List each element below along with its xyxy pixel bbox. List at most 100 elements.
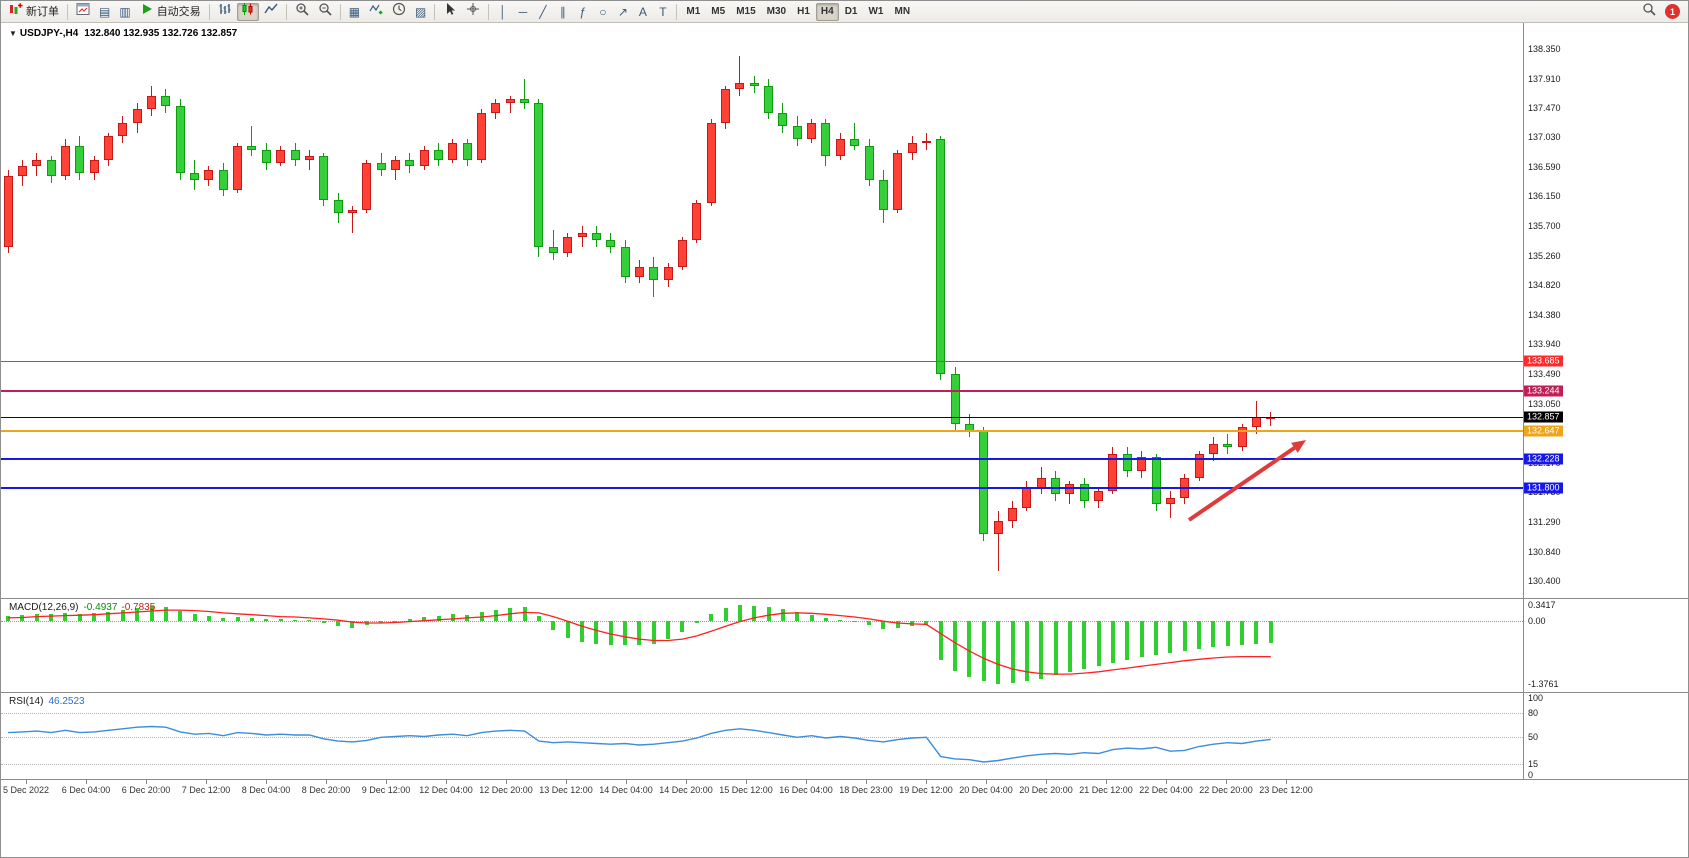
horizontal-level-line[interactable] — [1, 389, 1523, 392]
text-label-button[interactable]: T — [653, 3, 672, 21]
macd-axis-label: 0.00 — [1528, 615, 1546, 626]
new-order-button[interactable]: 新订单 — [5, 3, 63, 21]
trendline-button[interactable]: ╱ — [533, 3, 552, 21]
price-tick-label: 130.400 — [1528, 576, 1561, 587]
horizontal-level-line[interactable] — [1, 486, 1523, 489]
horizontal-level-line[interactable] — [1, 429, 1523, 432]
time-tick — [326, 780, 327, 784]
indicators-button[interactable] — [365, 3, 387, 21]
zoom-out-button[interactable] — [314, 3, 336, 21]
timeframe-H4-button[interactable]: H4 — [815, 2, 839, 21]
candle — [204, 166, 214, 187]
macd-name: MACD(12,26,9) — [9, 602, 79, 613]
candle-body — [764, 85, 774, 113]
timeframe-MN-button[interactable]: MN — [894, 5, 911, 17]
timeframe-M30-button[interactable]: M30 — [766, 5, 787, 17]
candle — [577, 226, 587, 247]
rsi-axis-label: 100 — [1528, 692, 1544, 703]
time-axis-border[interactable] — [1, 779, 1688, 780]
candle — [32, 152, 42, 177]
timeframe-M15-button[interactable]: M15 — [736, 5, 756, 17]
candle-body — [950, 373, 960, 424]
timeframe-M5-button[interactable]: M5 — [711, 5, 726, 17]
fibonacci-button[interactable]: ƒ — [573, 3, 592, 21]
candle-body — [147, 95, 156, 110]
candles-button[interactable] — [236, 2, 259, 21]
search-button[interactable] — [1638, 3, 1660, 21]
shapes-button[interactable]: ○ — [593, 3, 612, 21]
bars-button[interactable] — [214, 3, 236, 21]
timeframe-M1-button[interactable]: M1 — [686, 5, 701, 17]
timeframe-D1-button[interactable]: D1 — [844, 5, 858, 17]
candle — [247, 126, 257, 157]
candle — [290, 142, 300, 167]
text-button[interactable]: A — [633, 3, 652, 21]
candle — [692, 199, 702, 244]
candle-body — [1065, 484, 1075, 495]
vertical-line-button[interactable]: │ — [493, 3, 512, 21]
horizontal-level-line[interactable] — [1, 457, 1523, 460]
candle-body — [548, 246, 558, 254]
macd-panel[interactable] — [1, 600, 1523, 692]
text-icon: A — [638, 4, 647, 19]
candle-body — [233, 146, 243, 190]
candle-body — [835, 139, 845, 157]
market-watch-button[interactable]: ▥ — [115, 3, 134, 21]
channel-button[interactable]: ∥ — [553, 3, 572, 21]
panel-separator[interactable] — [1, 692, 1688, 693]
horizontal-line-button[interactable]: ─ — [513, 3, 532, 21]
timeframe-W1-button[interactable]: W1 — [868, 5, 884, 17]
candle — [17, 159, 27, 187]
time-tick-label: 13 Dec 12:00 — [539, 785, 593, 795]
candle — [936, 136, 946, 381]
vline-icon: │ — [499, 4, 507, 19]
candle-body — [1122, 454, 1132, 471]
candle — [907, 136, 917, 160]
candle-body — [1051, 477, 1061, 495]
panel-separator[interactable] — [1, 598, 1688, 599]
price-tick-label: 134.380 — [1528, 309, 1561, 320]
candle-wick — [997, 510, 999, 572]
zoom-in-button[interactable] — [291, 3, 313, 21]
periods-button[interactable] — [388, 2, 410, 21]
horizontal-level-line[interactable] — [1, 360, 1523, 362]
candle — [764, 79, 774, 120]
time-tick — [506, 780, 507, 784]
cursor-icon — [443, 2, 457, 21]
rsi-axis-label: 80 — [1528, 708, 1539, 719]
time-tick — [746, 780, 747, 784]
collapse-triangle-icon[interactable]: ▼ — [9, 29, 17, 38]
candle-body — [807, 122, 817, 140]
candle-body — [290, 149, 300, 160]
time-tick-label: 19 Dec 12:00 — [899, 785, 953, 795]
toolbar-separator — [67, 3, 68, 20]
candle-body — [721, 89, 730, 123]
tile-windows-button[interactable]: ▦ — [345, 3, 364, 21]
price-tick-label: 133.490 — [1528, 369, 1561, 380]
candle — [89, 156, 99, 180]
candle-body — [792, 126, 802, 140]
candle-body — [333, 199, 343, 214]
templates-button[interactable]: ▨ — [411, 3, 430, 21]
timeframe-H1-button[interactable]: H1 — [797, 5, 810, 17]
alert-badge[interactable]: 1 — [1661, 3, 1684, 21]
rsi-name: RSI(14) — [9, 696, 44, 707]
profiles-button[interactable]: ▤ — [95, 3, 114, 21]
templates-icon: ▨ — [415, 4, 427, 19]
cursor-button[interactable] — [439, 3, 461, 21]
rsi-panel[interactable] — [1, 694, 1523, 779]
candle-body — [634, 266, 644, 277]
rsi-indicator-label: RSI(14) 46.2523 — [9, 696, 85, 707]
time-tick-label: 6 Dec 20:00 — [121, 785, 171, 795]
arrows-button[interactable]: ↗ — [613, 3, 632, 21]
candle — [749, 75, 759, 93]
chart-window-button[interactable] — [72, 3, 94, 21]
candle — [347, 206, 357, 234]
price-chart-panel[interactable] — [1, 23, 1523, 598]
crosshair-button[interactable] — [462, 3, 484, 21]
autotrading-button[interactable]: 自动交易 — [136, 3, 205, 21]
line-chart-icon — [264, 2, 278, 21]
line-chart-button[interactable] — [260, 3, 282, 21]
new-order-icon — [9, 2, 23, 21]
price-tick-label: 136.150 — [1528, 191, 1561, 202]
